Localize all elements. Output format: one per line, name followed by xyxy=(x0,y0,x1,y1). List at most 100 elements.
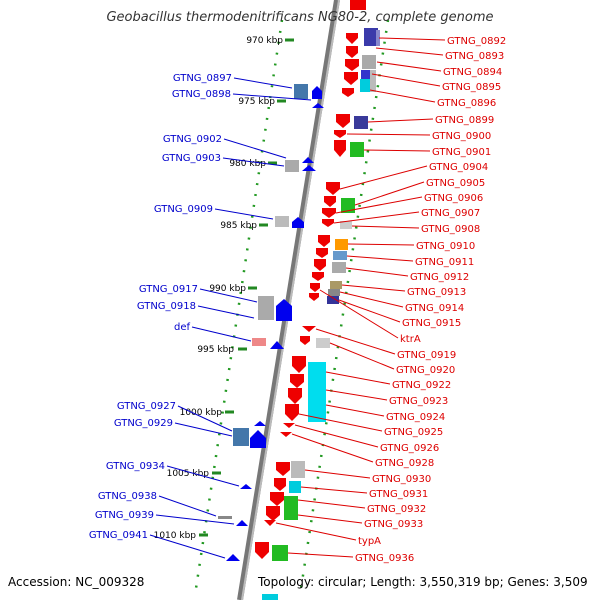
gene-block[interactable] xyxy=(294,84,308,99)
gene-arrow[interactable] xyxy=(226,554,240,561)
gene-label[interactable]: GTNG_0894 xyxy=(443,67,502,78)
gene-arrow[interactable] xyxy=(266,506,280,521)
gene-arrow[interactable] xyxy=(324,196,336,207)
gene-block[interactable] xyxy=(218,516,232,519)
gene-block[interactable] xyxy=(341,198,355,213)
gene-label[interactable]: GTNG_0925 xyxy=(384,427,443,438)
gene-block[interactable] xyxy=(330,281,342,289)
gene-arrow[interactable] xyxy=(276,462,290,476)
gene-label[interactable]: GTNG_0899 xyxy=(435,115,494,126)
gene-label[interactable]: GTNG_0919 xyxy=(397,350,456,361)
gene-label[interactable]: GTNG_0905 xyxy=(426,178,485,189)
gene-arrow[interactable] xyxy=(255,542,269,559)
gene-arrow[interactable] xyxy=(300,336,310,345)
gene-arrow[interactable] xyxy=(280,432,292,437)
gene-label[interactable]: GTNG_0936 xyxy=(355,553,414,564)
gene-arrow[interactable] xyxy=(336,114,350,128)
gene-label[interactable]: GTNG_0915 xyxy=(402,318,461,329)
gene-label[interactable]: GTNG_0917 xyxy=(139,284,198,295)
gene-block[interactable] xyxy=(335,239,348,250)
gene-label[interactable]: GTNG_0931 xyxy=(369,489,428,500)
gene-label[interactable]: GTNG_0893 xyxy=(445,51,504,62)
gene-block[interactable] xyxy=(262,594,278,600)
gene-arrow[interactable] xyxy=(285,404,299,421)
gene-label[interactable]: GTNG_0904 xyxy=(429,162,488,173)
gene-arrow[interactable] xyxy=(270,341,284,349)
gene-arrow[interactable] xyxy=(344,72,358,85)
gene-label[interactable]: def xyxy=(174,322,191,333)
gene-block[interactable] xyxy=(364,28,378,46)
gene-label[interactable]: GTNG_0912 xyxy=(410,272,469,283)
gene-arrow[interactable] xyxy=(342,88,354,97)
gene-arrow[interactable] xyxy=(240,484,252,489)
gene-label[interactable]: GTNG_0895 xyxy=(442,82,501,93)
gene-block[interactable] xyxy=(350,142,364,157)
gene-label[interactable]: GTNG_0900 xyxy=(432,131,491,142)
gene-label[interactable]: GTNG_0913 xyxy=(407,287,466,298)
gene-arrow[interactable] xyxy=(312,103,324,108)
gene-label[interactable]: GTNG_0932 xyxy=(367,504,426,515)
gene-block[interactable] xyxy=(340,221,352,229)
gene-arrow[interactable] xyxy=(326,182,340,195)
gene-label[interactable]: GTNG_0924 xyxy=(386,412,445,423)
gene-arrow[interactable] xyxy=(334,130,346,138)
gene-block[interactable] xyxy=(284,496,298,520)
gene-label[interactable]: GTNG_0897 xyxy=(173,73,232,84)
gene-label[interactable]: GTNG_0892 xyxy=(447,36,506,47)
gene-label[interactable]: GTNG_0914 xyxy=(405,303,464,314)
gene-block[interactable] xyxy=(272,545,288,561)
gene-arrow[interactable] xyxy=(322,208,336,218)
gene-label[interactable]: GTNG_0909 xyxy=(154,204,213,215)
gene-block[interactable] xyxy=(332,262,346,273)
gene-block[interactable] xyxy=(362,55,376,69)
gene-label[interactable]: GTNG_0911 xyxy=(415,257,474,268)
gene-arrow[interactable] xyxy=(314,259,326,271)
gene-label[interactable]: GTNG_0934 xyxy=(106,461,165,472)
gene-label[interactable]: GTNG_0938 xyxy=(98,491,157,502)
gene-block[interactable] xyxy=(252,338,266,346)
gene-block[interactable] xyxy=(275,216,289,227)
gene-arrow[interactable] xyxy=(274,478,286,491)
gene-arrow[interactable] xyxy=(346,33,358,44)
gene-arrow[interactable] xyxy=(318,235,330,247)
gene-arrow[interactable] xyxy=(350,0,366,10)
gene-arrow[interactable] xyxy=(288,388,302,404)
gene-block[interactable] xyxy=(316,338,330,348)
gene-arrow[interactable] xyxy=(322,219,334,227)
gene-block[interactable] xyxy=(233,428,249,446)
gene-block[interactable] xyxy=(361,70,371,79)
gene-label[interactable]: GTNG_0930 xyxy=(372,474,431,485)
gene-label[interactable]: GTNG_0903 xyxy=(162,153,221,164)
gene-label[interactable]: GTNG_0902 xyxy=(163,134,222,145)
gene-label[interactable]: GTNG_0908 xyxy=(421,224,480,235)
gene-arrow[interactable] xyxy=(302,326,316,332)
gene-arrow[interactable] xyxy=(345,59,359,71)
gene-arrow[interactable] xyxy=(292,356,306,373)
gene-block[interactable] xyxy=(333,251,347,260)
gene-arrow[interactable] xyxy=(292,217,304,228)
gene-label[interactable]: GTNG_0928 xyxy=(375,458,434,469)
gene-arrow[interactable] xyxy=(270,492,284,506)
gene-label[interactable]: GTNG_0926 xyxy=(380,443,439,454)
gene-arrow[interactable] xyxy=(276,299,292,321)
gene-arrow[interactable] xyxy=(283,423,295,428)
gene-block[interactable] xyxy=(327,296,339,304)
gene-label[interactable]: GTNG_0920 xyxy=(396,365,455,376)
gene-arrow[interactable] xyxy=(334,140,346,157)
gene-arrow[interactable] xyxy=(264,520,276,526)
gene-block[interactable] xyxy=(285,160,299,172)
gene-arrow[interactable] xyxy=(250,430,266,448)
gene-block[interactable] xyxy=(354,116,368,129)
gene-arrow[interactable] xyxy=(302,157,314,163)
gene-arrow[interactable] xyxy=(346,46,358,58)
gene-label[interactable]: GTNG_0941 xyxy=(89,530,148,541)
gene-arrow[interactable] xyxy=(290,374,304,388)
gene-arrow[interactable] xyxy=(312,272,324,281)
gene-label[interactable]: GTNG_0910 xyxy=(416,241,475,252)
gene-label[interactable]: GTNG_0907 xyxy=(421,208,480,219)
gene-block[interactable] xyxy=(360,79,370,92)
gene-label[interactable]: ktrA xyxy=(400,334,421,345)
gene-block[interactable] xyxy=(328,289,340,296)
gene-block[interactable] xyxy=(308,362,326,422)
gene-label[interactable]: typA xyxy=(358,536,381,547)
